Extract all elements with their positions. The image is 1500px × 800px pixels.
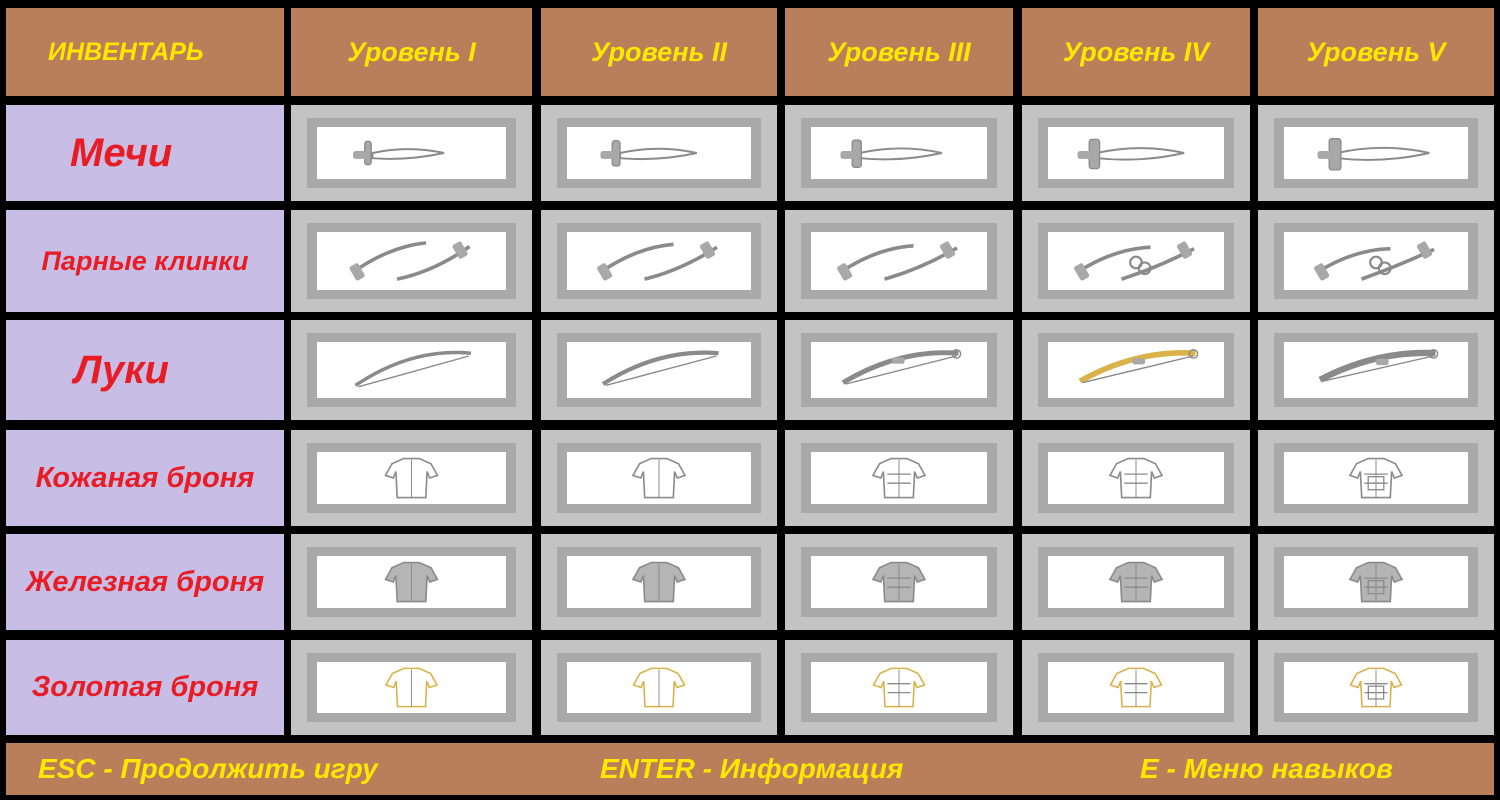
bow-icon [811, 342, 987, 398]
slot-dual-blades-level-2[interactable] [541, 210, 777, 312]
slot-gold-armor-level-3[interactable] [785, 640, 1013, 735]
gold-armor-icon [1048, 662, 1224, 713]
slot-iron-armor-level-5[interactable] [1258, 534, 1494, 630]
slot-gold-armor-level-5[interactable] [1258, 640, 1494, 735]
slot-gold-armor-level-4[interactable] [1022, 640, 1250, 735]
iron-armor-icon [567, 556, 751, 608]
dual-blades-icon [811, 232, 987, 290]
gold-armor-icon [567, 662, 751, 713]
slot-dual-blades-level-3[interactable] [785, 210, 1013, 312]
row-label-iron-armor: Железная броня [6, 534, 284, 630]
row-label-gold-armor: Золотая броня [6, 640, 284, 735]
slot-sword-level-1[interactable] [291, 105, 532, 201]
slot-dual-blades-level-5[interactable] [1258, 210, 1494, 312]
row-label-leather-armor: Кожаная броня [6, 430, 284, 526]
bow-icon [317, 342, 506, 398]
slot-iron-armor-level-3[interactable] [785, 534, 1013, 630]
iron-armor-icon [317, 556, 506, 608]
slot-bow-level-5[interactable] [1258, 320, 1494, 420]
slot-sword-level-3[interactable] [785, 105, 1013, 201]
leather-armor-icon [567, 452, 751, 504]
enter-info-hint[interactable]: ENTER - Информация [600, 753, 904, 784]
slot-bow-level-4[interactable] [1022, 320, 1250, 420]
slot-gold-armor-level-2[interactable] [541, 640, 777, 735]
iron-armor-icon [1284, 556, 1468, 608]
level-header-3: Уровень III [785, 8, 1013, 96]
slot-sword-level-5[interactable] [1258, 105, 1494, 201]
slot-leather-armor-level-3[interactable] [785, 430, 1013, 526]
slot-sword-level-4[interactable] [1022, 105, 1250, 201]
dual-blades-icon [317, 232, 506, 290]
sword-icon [1048, 127, 1224, 179]
slot-iron-armor-level-4[interactable] [1022, 534, 1250, 630]
sword-icon [1284, 127, 1468, 179]
iron-armor-icon [811, 556, 987, 608]
gold-armor-icon [317, 662, 506, 713]
bow-icon [1284, 342, 1468, 398]
slot-leather-armor-level-5[interactable] [1258, 430, 1494, 526]
e-skills-menu-hint[interactable]: E - Меню навыков [1140, 753, 1393, 784]
row-label-swords: Мечи [6, 105, 284, 201]
dual-blades-icon [567, 232, 751, 290]
dual-blades-icon [1284, 232, 1468, 290]
row-label-bows: Луки [6, 320, 284, 420]
slot-iron-armor-level-1[interactable] [291, 534, 532, 630]
bow-icon [567, 342, 751, 398]
sword-icon [317, 127, 506, 179]
slot-leather-armor-level-1[interactable] [291, 430, 532, 526]
inventory-title: ИНВЕНТАРЬ [6, 8, 284, 96]
leather-armor-icon [1284, 452, 1468, 504]
leather-armor-icon [811, 452, 987, 504]
iron-armor-icon [1048, 556, 1224, 608]
slot-gold-armor-level-1[interactable] [291, 640, 532, 735]
slot-bow-level-2[interactable] [541, 320, 777, 420]
slot-dual-blades-level-1[interactable] [291, 210, 532, 312]
slot-iron-armor-level-2[interactable] [541, 534, 777, 630]
level-header-1: Уровень I [291, 8, 532, 96]
level-header-5: Уровень V [1258, 8, 1494, 96]
slot-sword-level-2[interactable] [541, 105, 777, 201]
slot-leather-armor-level-4[interactable] [1022, 430, 1250, 526]
leather-armor-icon [317, 452, 506, 504]
slot-bow-level-1[interactable] [291, 320, 532, 420]
footer-bar: ESC - Продолжить игру ENTER - Информация… [6, 743, 1494, 795]
gold-armor-icon [811, 662, 987, 713]
dual-blades-icon [1048, 232, 1224, 290]
esc-continue-hint[interactable]: ESC - Продолжить игру [38, 753, 378, 784]
slot-bow-level-3[interactable] [785, 320, 1013, 420]
level-header-4: Уровень IV [1022, 8, 1250, 96]
gold-armor-icon [1284, 662, 1468, 713]
slot-leather-armor-level-2[interactable] [541, 430, 777, 526]
level-header-2: Уровень II [541, 8, 777, 96]
row-label-dual-blades: Парные клинки [6, 210, 284, 312]
bow-icon [1048, 342, 1224, 398]
slot-dual-blades-level-4[interactable] [1022, 210, 1250, 312]
leather-armor-icon [1048, 452, 1224, 504]
sword-icon [811, 127, 987, 179]
sword-icon [567, 127, 751, 179]
